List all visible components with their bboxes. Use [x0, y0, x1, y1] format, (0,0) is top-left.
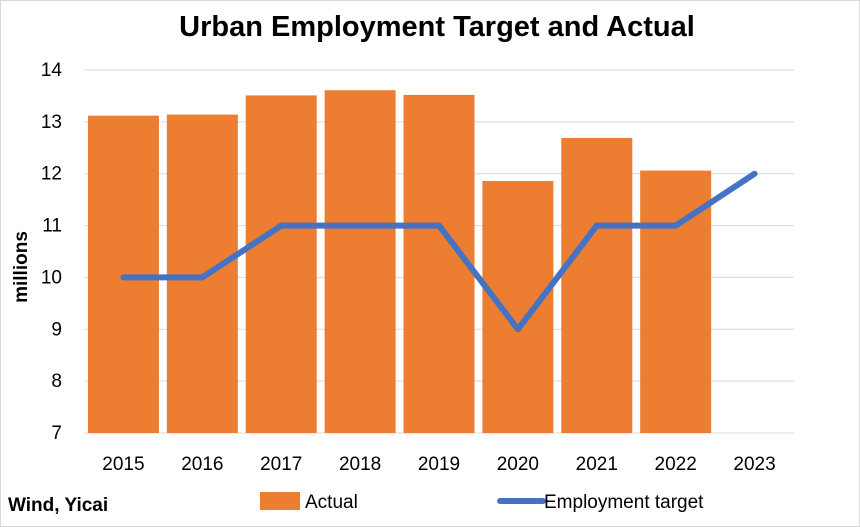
chart-title: Urban Employment Target and Actual — [179, 11, 695, 43]
point-employment-target-2022 — [675, 225, 677, 227]
legend-swatch-actual — [260, 492, 300, 510]
y-tick-labels: 7 8 9 10 11 12 13 14 — [41, 60, 63, 444]
bar-actual-2016 — [166, 114, 238, 434]
x-tick-2020: 2020 — [497, 454, 539, 475]
bar-actual-2017 — [245, 95, 317, 433]
point-employment-target-2015 — [122, 276, 124, 278]
x-tick-2019: 2019 — [418, 454, 460, 475]
x-tick-2018: 2018 — [339, 454, 381, 475]
point-employment-target-2020 — [517, 328, 519, 330]
x-tick-2022: 2022 — [655, 454, 697, 475]
y-tick-11: 11 — [42, 216, 62, 237]
y-tick-7: 7 — [51, 423, 62, 444]
point-employment-target-2023 — [754, 173, 756, 175]
bar-actual-2020 — [482, 180, 554, 433]
bar-actual-2015 — [87, 115, 159, 434]
line-series-employment-target — [120, 170, 758, 333]
x-tick-labels: 2015 2016 2017 2018 2019 2020 2021 2022 2023 — [102, 454, 775, 475]
y-tick-9: 9 — [51, 319, 62, 340]
point-employment-target-2018 — [359, 225, 361, 227]
y-tick-8: 8 — [51, 371, 62, 392]
source-note: Wind, Yicai — [8, 495, 108, 516]
legend: Actual Employment target — [260, 492, 704, 513]
x-tick-2015: 2015 — [102, 454, 144, 475]
bar-actual-2018 — [324, 90, 396, 433]
legend-label-actual: Actual — [305, 492, 358, 513]
x-tick-2017: 2017 — [260, 454, 302, 475]
bar-actual-2022 — [640, 170, 712, 434]
y-tick-10: 10 — [41, 267, 62, 288]
x-tick-2016: 2016 — [181, 454, 223, 475]
y-tick-12: 12 — [41, 164, 62, 185]
point-employment-target-2019 — [438, 225, 440, 227]
x-tick-2021: 2021 — [576, 454, 618, 475]
point-employment-target-2016 — [201, 276, 203, 278]
x-tick-2023: 2023 — [733, 454, 775, 475]
bar-series-actual — [87, 90, 712, 434]
bar-actual-2019 — [403, 94, 475, 434]
y-tick-13: 13 — [41, 112, 62, 133]
y-tick-14: 14 — [41, 60, 63, 81]
point-employment-target-2021 — [596, 225, 598, 227]
bar-actual-2021 — [561, 137, 633, 433]
point-employment-target-2017 — [280, 225, 282, 227]
legend-label-employment-target: Employment target — [544, 492, 704, 513]
y-axis-label: millions — [11, 231, 32, 303]
